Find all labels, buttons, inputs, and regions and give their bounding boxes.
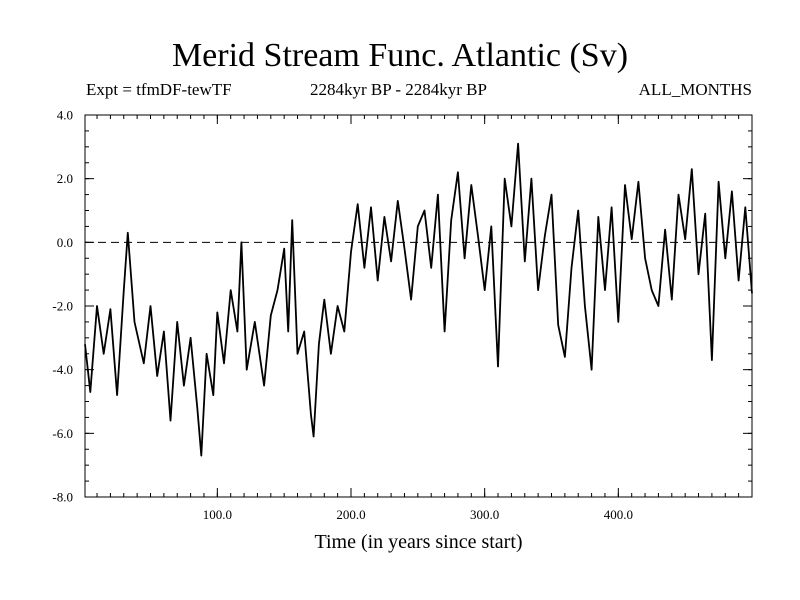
x-tick-label: 100.0 [203,507,232,522]
axis-ticks: 100.0 200.0 300.0 400.0 4.0 2.0 0.0 -2.0 -4.0 -6.… [52,108,752,522]
chart-title: Merid Stream Func. Atlantic (Sv) [171,37,629,74]
y-tick-label: -2.0 [52,299,73,314]
y-tick-label: -8.0 [52,490,73,505]
x-tick-label: 300.0 [470,507,499,522]
season-label: ALL_MONTHS [638,80,752,99]
minor-ticks [85,114,752,498]
y-tick-label: -4.0 [52,362,73,377]
series-line [84,142,753,457]
x-axis-label: Time (in years since start) [314,531,522,553]
x-tick-label: 200.0 [336,507,365,522]
y-tick-label: 2.0 [57,171,73,186]
period-label: 2284kyr BP - 2284kyr BP [310,80,487,99]
y-tick-label: 4.0 [57,108,73,123]
plot-frame [84,114,753,498]
experiment-label: Expt = tfmDF-tewTF [86,80,232,99]
x-tick-label: 400.0 [604,507,633,522]
y-tick-label: -6.0 [52,426,73,441]
y-tick-label: 0.0 [57,235,73,250]
